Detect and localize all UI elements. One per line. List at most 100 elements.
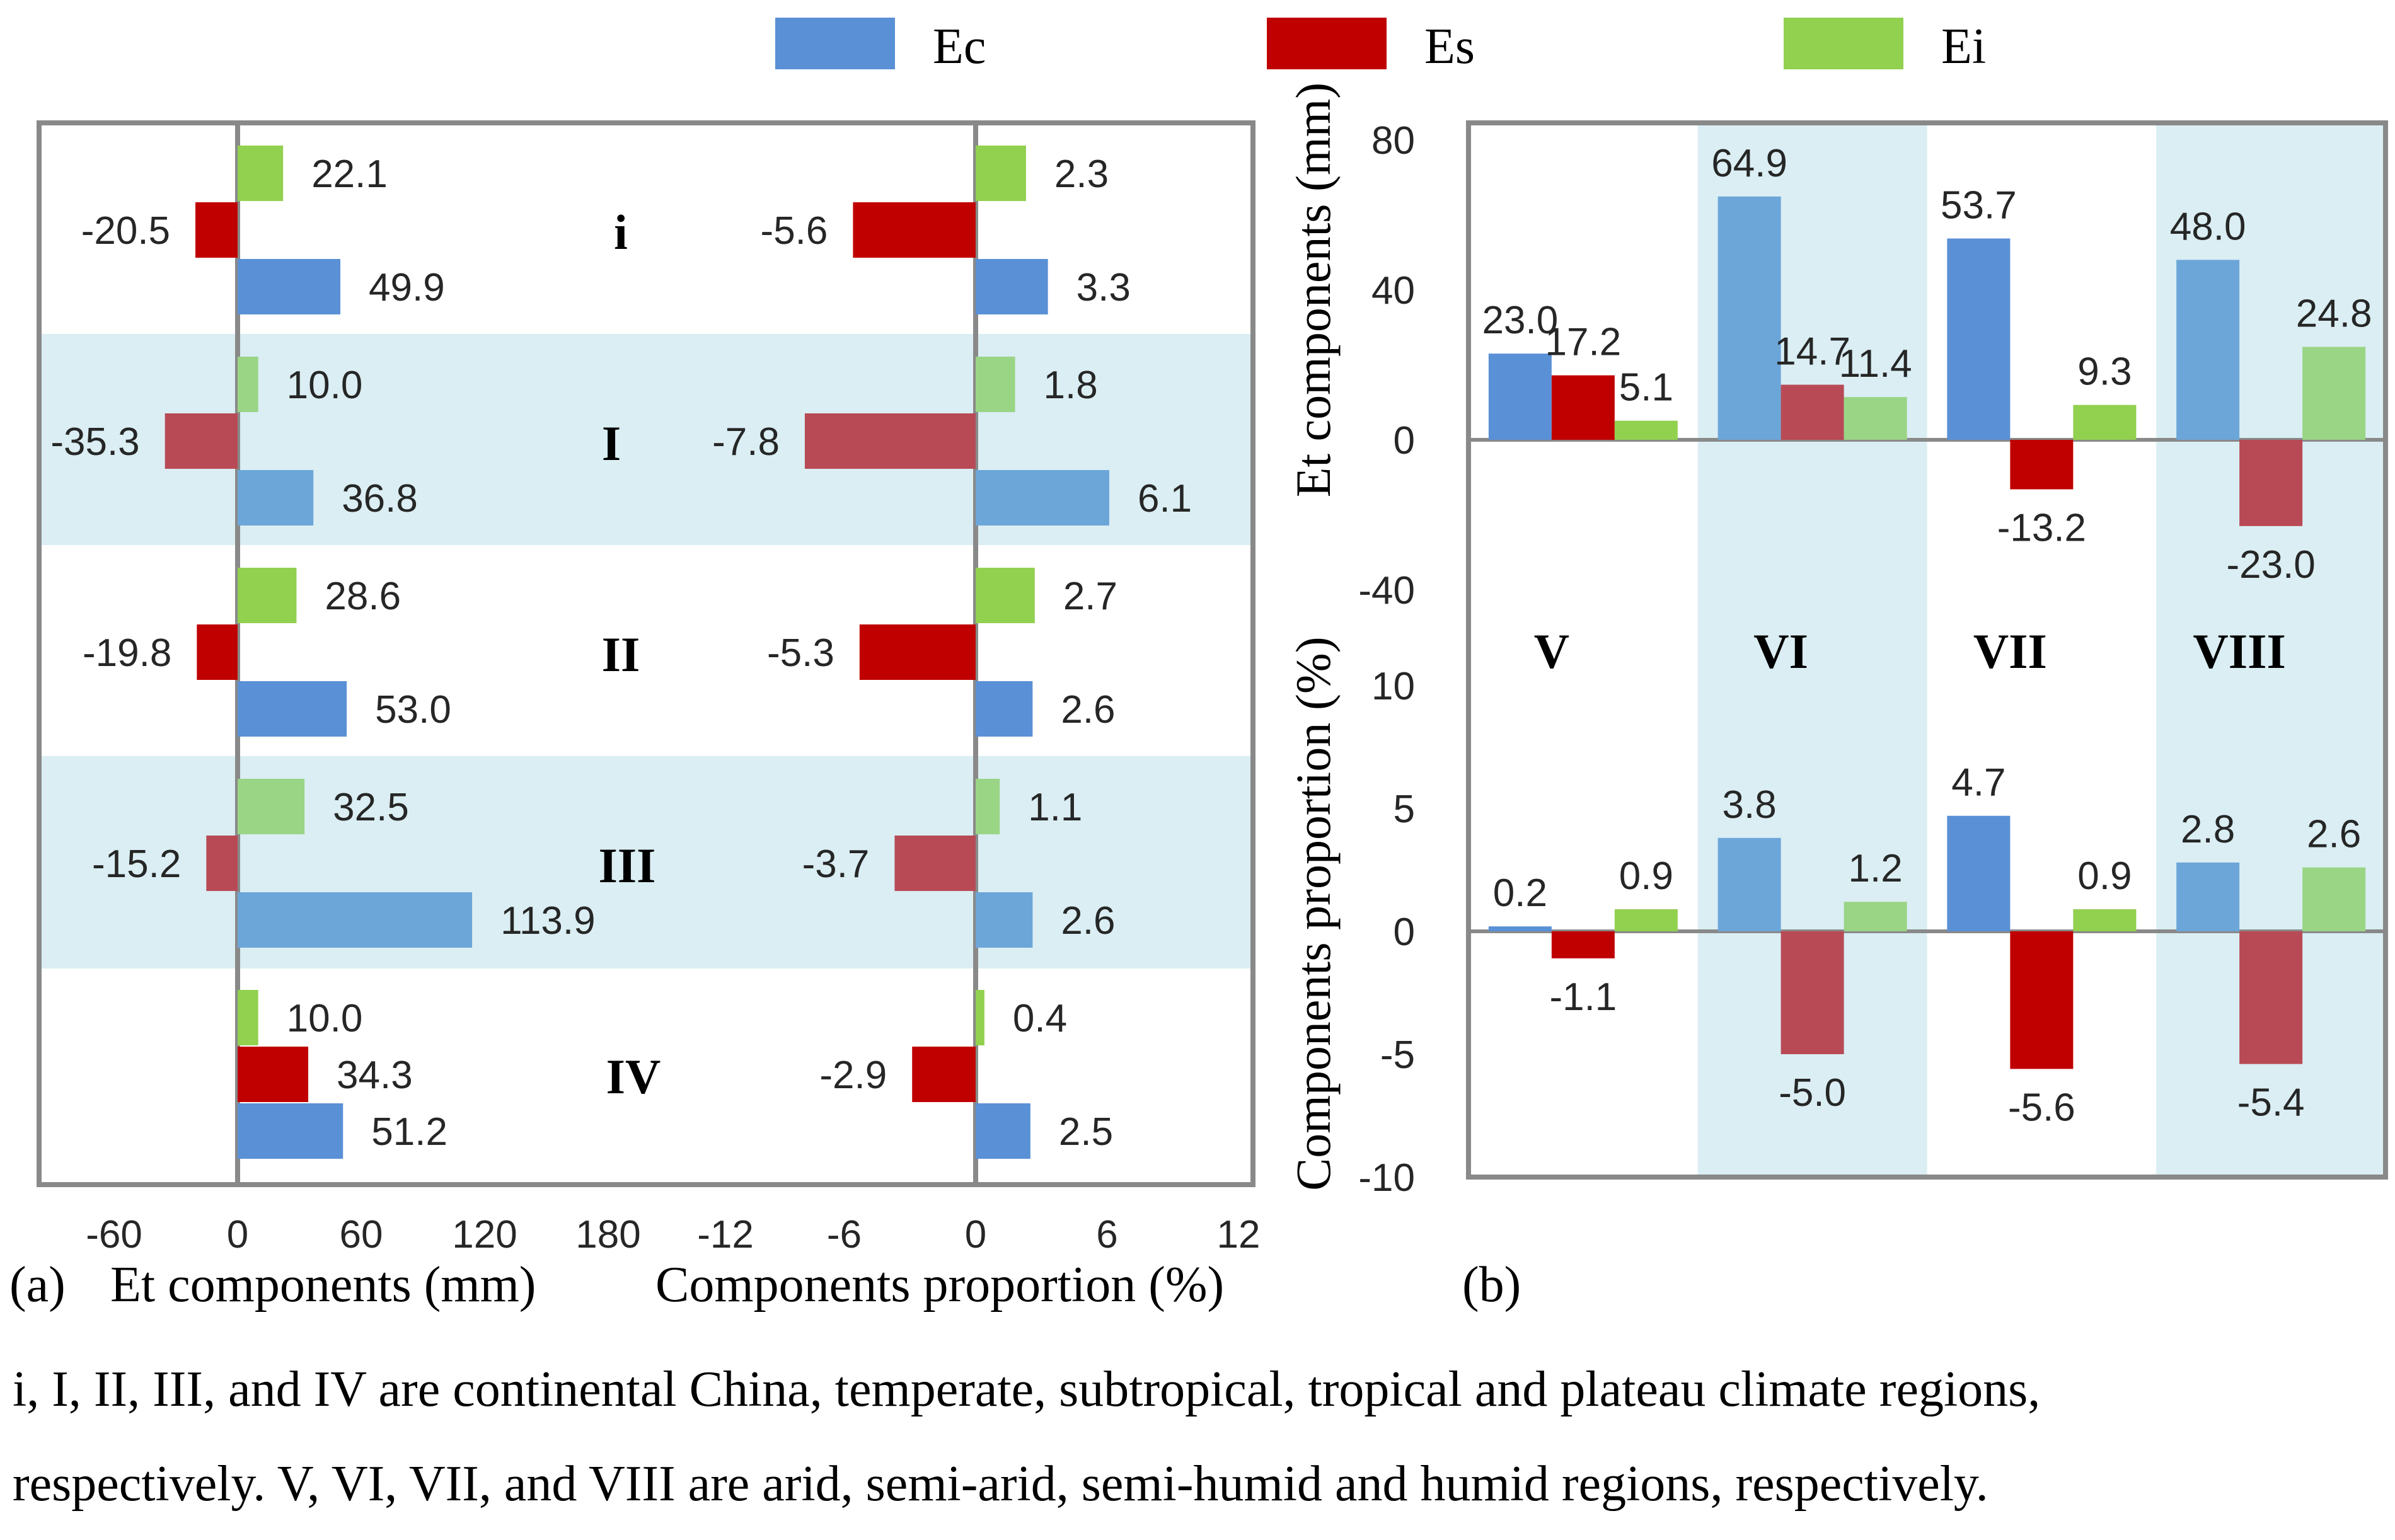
a-right-bar-ei-I [976, 357, 1015, 412]
a-right-bar-ec-II [976, 681, 1033, 737]
a-left-bar-ec-i [238, 259, 341, 314]
a-right-bar-ei-i [976, 146, 1026, 201]
a-left-bar-ec-III [238, 892, 473, 948]
b-top-label-ec-VIII: 48.0 [2170, 205, 2246, 248]
b-top-bar-ec-VI [1717, 196, 1781, 440]
a-right-bar-ec-I [976, 470, 1109, 526]
b-bottom-tick--10: -10 [1358, 1156, 1415, 1200]
b-bottom-ylabel: Components proportion (%) [1286, 636, 1341, 1191]
b-bottom-label-ei-VIII: 2.6 [2307, 813, 2361, 856]
a-right-label-es-II: -5.3 [767, 631, 834, 675]
region-label-III: III [598, 838, 655, 893]
b-bottom-label-es-VII: -5.6 [2008, 1086, 2075, 1129]
a-left-xlabel: Et components (mm) [110, 1257, 536, 1313]
a-right-bar-es-i [853, 202, 976, 258]
a-right-label-ei-I: 1.8 [1044, 364, 1098, 407]
region-label-VIII: VIII [2193, 624, 2285, 679]
b-top-bar-ec-V [1488, 353, 1552, 440]
b-bottom-label-es-V: -1.1 [1549, 975, 1617, 1019]
a-right-label-ei-IV: 0.4 [1013, 997, 1067, 1040]
b-bottom-bar-es-VIII [2239, 931, 2303, 1064]
b-top-tick-40: 40 [1371, 269, 1415, 313]
a-right-bar-es-II [859, 624, 976, 680]
b-top-label-es-VIII: -23.0 [2226, 543, 2315, 587]
b-bottom-bar-ei-V [1614, 909, 1678, 931]
b-bottom-bar-ec-V [1488, 926, 1552, 931]
legend-label-es: Es [1424, 19, 1475, 74]
b-top-tick--40: -40 [1358, 569, 1415, 612]
b-bottom-bar-ei-VIII [2302, 867, 2366, 931]
b-bottom-label-ei-VI: 1.2 [1849, 847, 1903, 890]
b-top-bar-ec-VII [1947, 238, 2011, 440]
a-right-label-ei-II: 2.7 [1063, 575, 1117, 618]
a-left-bar-ec-I [238, 470, 314, 526]
a-right-xlabel: Components proportion (%) [655, 1257, 1224, 1313]
a-left-bar-ei-IV [238, 990, 258, 1045]
a-right-bar-ei-IV [976, 990, 984, 1045]
a-right-tick-6: 6 [1096, 1213, 1117, 1256]
b-bottom-label-ec-VIII: 2.8 [2181, 808, 2235, 851]
a-right-label-es-III: -3.7 [802, 842, 870, 886]
a-right-label-ec-II: 2.6 [1061, 688, 1115, 732]
a-left-tick-120: 120 [452, 1213, 517, 1256]
a-right-tick--12: -12 [697, 1213, 754, 1256]
legend-swatch-es [1267, 18, 1387, 69]
a-left-bar-ec-IV [238, 1103, 343, 1159]
a-right-label-ec-i: 3.3 [1076, 266, 1131, 309]
caption-line-1: i, I, II, III, and IV are continental Ch… [13, 1362, 2041, 1417]
a-left-label-es-II: -19.8 [83, 631, 171, 675]
b-top-label-ec-V: 23.0 [1482, 299, 1559, 342]
a-left-bar-ec-II [238, 681, 347, 737]
a-left-label-ec-III: 113.9 [500, 899, 596, 943]
a-left-label-ec-I: 36.8 [342, 477, 418, 520]
panel-b-frame [1466, 120, 2388, 1180]
legend-swatch-ei [1784, 18, 1903, 69]
b-bottom-tick-0: 0 [1394, 911, 1415, 954]
legend-swatch-ec [775, 18, 895, 69]
b-top-bar-ei-V [1614, 420, 1678, 440]
b-top-label-es-VII: -13.2 [1997, 507, 2086, 550]
panel-b-label: (b) [1462, 1257, 1521, 1313]
a-right-tick-12: 12 [1217, 1213, 1261, 1256]
a-left-bar-es-I [164, 413, 238, 469]
b-top-bar-es-VIII [2239, 440, 2303, 526]
a-left-label-es-IV: 34.3 [337, 1054, 413, 1097]
a-right-label-ei-III: 1.1 [1028, 786, 1082, 829]
region-label-IV: IV [606, 1049, 661, 1104]
a-right-bar-es-IV [912, 1047, 976, 1102]
a-right-bar-ec-III [976, 892, 1033, 948]
b-top-bar-ei-VI [1844, 397, 1907, 440]
a-right-bar-ec-i [976, 259, 1048, 314]
a-left-tick-0: 0 [227, 1213, 248, 1256]
a-left-bar-es-III [206, 836, 238, 891]
b-bottom-label-ec-VI: 3.8 [1723, 783, 1777, 827]
b-bottom-bar-ei-VI [1844, 902, 1907, 931]
a-left-bar-ei-I [238, 357, 258, 412]
b-bottom-bar-es-VI [1780, 931, 1844, 1054]
a-left-tick--60: -60 [86, 1213, 142, 1256]
b-top-bar-ec-VIII [2176, 260, 2240, 440]
b-top-label-es-V: 17.2 [1545, 321, 1622, 364]
b-bottom-bar-ei-VII [2073, 909, 2137, 931]
b-top-label-ei-VI: 11.4 [1839, 342, 1912, 386]
a-right-bar-ei-II [976, 568, 1035, 623]
a-right-tick--6: -6 [827, 1213, 862, 1256]
b-bottom-bar-es-V [1551, 931, 1615, 958]
b-top-label-ec-VI: 64.9 [1711, 142, 1787, 185]
a-left-label-es-i: -20.5 [81, 209, 170, 253]
b-bottom-label-es-VIII: -5.4 [2237, 1081, 2305, 1125]
a-left-label-ec-i: 49.9 [369, 266, 445, 309]
b-bottom-bar-es-VII [2010, 931, 2074, 1069]
a-right-label-ec-I: 6.1 [1138, 477, 1192, 520]
a-right-label-ec-IV: 2.5 [1059, 1110, 1113, 1154]
panel-a-frame [37, 120, 1255, 1187]
b-top-ylabel: Et components (mm) [1286, 83, 1341, 498]
b-bottom-label-ei-VII: 0.9 [2077, 854, 2132, 898]
a-left-bar-es-i [195, 202, 238, 258]
panel-a-label: (a) [9, 1257, 66, 1313]
b-bottom-bar-ec-VII [1947, 815, 2011, 931]
b-top-label-ei-VIII: 24.8 [2296, 292, 2372, 335]
b-top-bar-es-V [1551, 375, 1615, 440]
b-top-label-ei-V: 5.1 [1619, 366, 1673, 410]
a-right-bar-ec-IV [976, 1103, 1030, 1159]
